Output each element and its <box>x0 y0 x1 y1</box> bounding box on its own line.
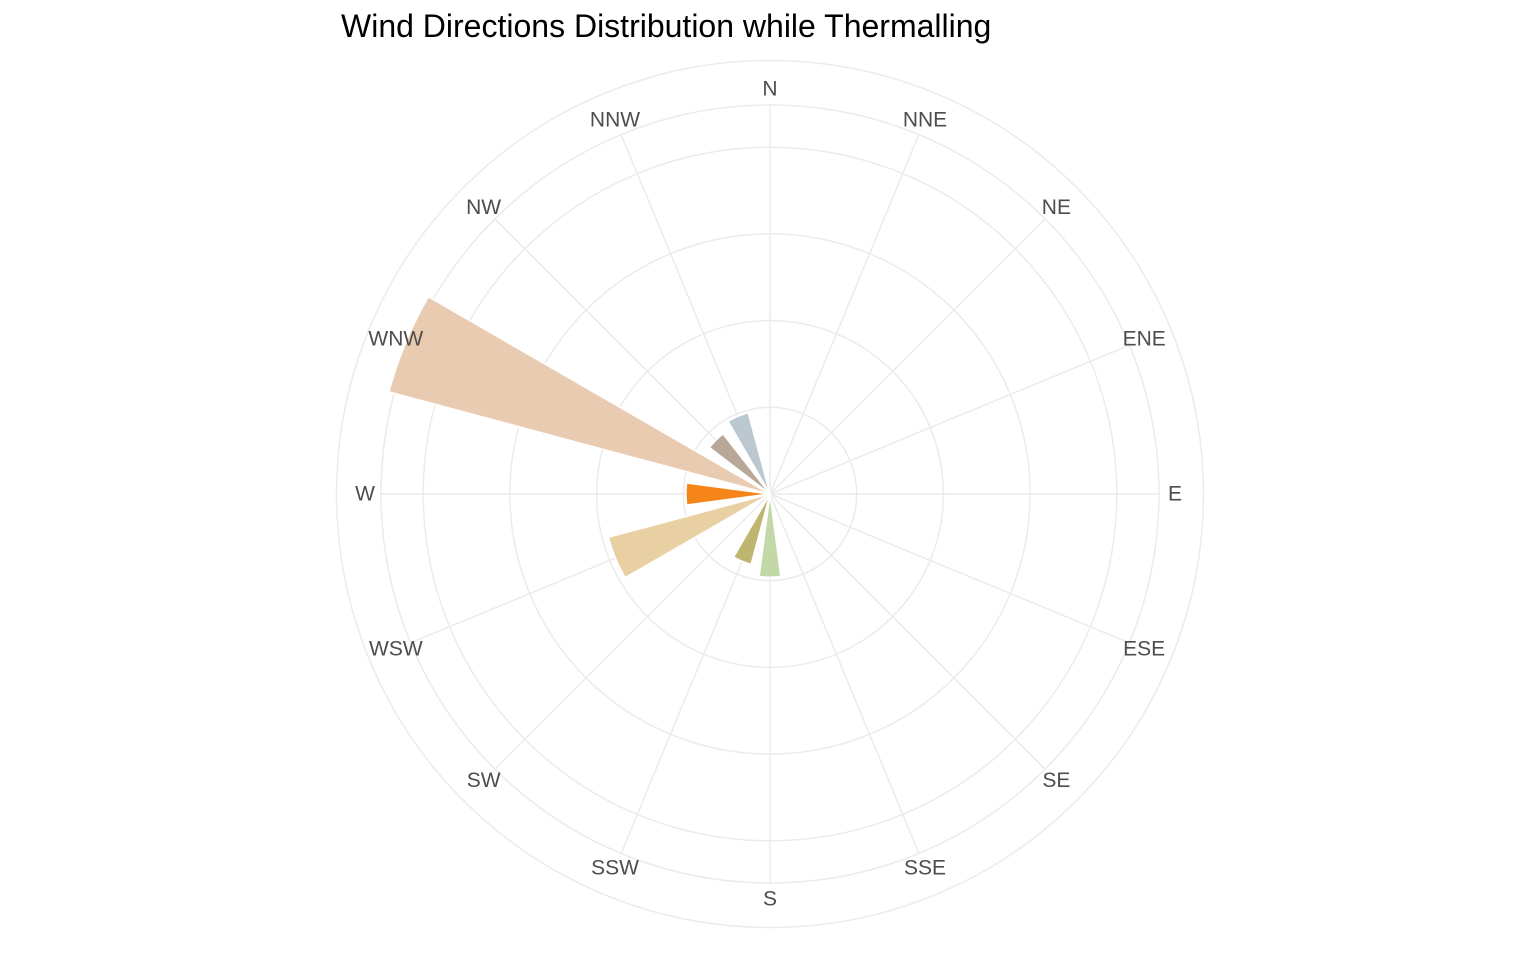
spoke-sse <box>769 493 920 854</box>
spoke-sw <box>494 493 771 770</box>
spoke-ne <box>769 218 1046 495</box>
direction-label-se: SE <box>1042 769 1070 792</box>
direction-label-w: W <box>355 483 375 506</box>
direction-label-ne: NE <box>1042 196 1071 219</box>
direction-label-nnw: NNW <box>590 108 640 131</box>
direction-label-ese: ESE <box>1123 637 1165 660</box>
spoke-ese <box>769 493 1130 644</box>
direction-label-wnw: WNW <box>368 328 423 351</box>
bar-wsw <box>607 493 771 579</box>
direction-label-e: E <box>1168 483 1182 506</box>
bar-extra-1 <box>726 411 771 495</box>
bar-ssw <box>732 493 771 566</box>
spoke-ene <box>769 344 1130 495</box>
chart-title: Wind Directions Distribution while Therm… <box>341 8 992 44</box>
direction-label-sw: SW <box>467 769 501 792</box>
bars <box>388 295 782 579</box>
spoke-se <box>769 493 1046 770</box>
spoke-nne <box>769 134 920 495</box>
direction-label-n: N <box>762 78 777 101</box>
direction-label-nne: NNE <box>903 108 947 131</box>
grid-circle <box>335 59 1205 929</box>
direction-label-wsw: WSW <box>369 637 423 660</box>
direction-label-sse: SSE <box>904 857 946 880</box>
direction-label-ene: ENE <box>1123 328 1166 351</box>
bar-s <box>758 493 782 578</box>
direction-labels: N NNE NE ENE E ESE SE SSE S SSW SW WSW W WNW NW NNW <box>355 78 1182 911</box>
direction-label-s: S <box>763 888 777 911</box>
bar-w <box>685 482 771 506</box>
direction-label-ssw: SSW <box>591 857 639 880</box>
bar-extra-2 <box>708 432 771 495</box>
direction-label-nw: NW <box>466 196 501 219</box>
bar-wnw <box>388 295 771 495</box>
